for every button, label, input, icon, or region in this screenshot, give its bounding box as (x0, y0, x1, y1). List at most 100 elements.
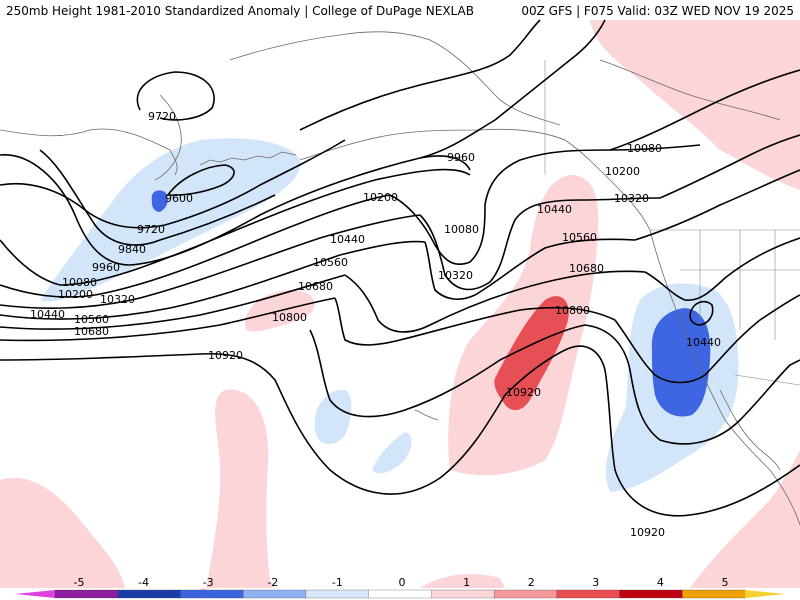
anomaly-pos-south-b (0, 477, 125, 588)
contour-10920-east (504, 345, 800, 517)
map-title: 250mb Height 1981-2010 Standardized Anom… (6, 4, 474, 18)
colorbar-segment (556, 589, 621, 599)
contour-label: 10680 (569, 262, 604, 275)
contour-9600 (166, 164, 235, 196)
colorbar-segment (54, 589, 119, 599)
coast-hudson (599, 59, 781, 121)
contour-9840 (39, 149, 276, 246)
colorbar-segment (117, 589, 182, 599)
colorbar-tick-label: -2 (267, 576, 278, 589)
contour-label: 10680 (74, 325, 109, 338)
contour-label: 10560 (74, 313, 109, 326)
colorbar-tick-label: 4 (657, 576, 664, 589)
colorbar-tick-label: 2 (528, 576, 535, 589)
colorbar-segment (368, 589, 433, 599)
anomaly-neg-blob-a (314, 389, 352, 445)
contour-label: 10440 (686, 336, 721, 349)
contour-label: 9720 (137, 223, 165, 236)
contour-label: 10320 (100, 293, 135, 306)
coast-westus (664, 279, 800, 526)
contour-main-east-1 (299, 19, 541, 131)
contour-9720 (0, 139, 346, 229)
contour-label: 10200 (605, 165, 640, 178)
contour-label: 10920 (630, 526, 665, 539)
anomaly-pos-bottom-strip (420, 574, 505, 588)
colorbar-tick-label: -5 (74, 576, 85, 589)
contour-ridge-2 (334, 297, 616, 346)
colorbar-tick-label: 0 (399, 576, 406, 589)
colorbar-segment (243, 589, 307, 599)
anomaly-neg-blob-b (372, 432, 412, 474)
colorbar-tick-label: 1 (463, 576, 470, 589)
contour-10680-west (0, 297, 336, 342)
contour-9720-north (136, 71, 215, 121)
anomaly-pos-northeast (590, 20, 800, 190)
contour-label: 10800 (272, 311, 307, 324)
contour-label: 10080 (62, 276, 97, 289)
height-contours (0, 19, 800, 517)
colorbar-right-triangle (745, 590, 785, 598)
contour-east-2 (659, 134, 800, 199)
contour-label: 10560 (313, 256, 348, 269)
anomaly-neg2-westcoast (651, 308, 711, 417)
coast-kamchatka (154, 94, 182, 181)
anomaly-pos2-central (494, 296, 569, 411)
contour-labels: 9720 9600 9720 9840 9960 10080 10200 103… (30, 110, 721, 539)
contour-label: 10440 (330, 233, 365, 246)
colorbar-segment (180, 589, 244, 599)
colorbar-segments (54, 589, 746, 599)
anomaly-shading (0, 20, 800, 600)
contour-main-east-2 (419, 19, 606, 159)
coast-baja (719, 389, 781, 471)
colorbar-segment (619, 589, 683, 599)
contour-label: 10920 (506, 386, 541, 399)
contour-trough-2 (419, 197, 661, 291)
contour-label: 9960 (92, 261, 120, 274)
contour-trough-3 (424, 238, 636, 300)
contour-10560-west (0, 274, 346, 330)
anomaly-neg-northpacific (40, 138, 301, 302)
contour-label: 10200 (363, 191, 398, 204)
contour-label: 10800 (555, 304, 590, 317)
colorbar-segment (493, 589, 558, 599)
anomaly-pos-south-a (200, 389, 275, 600)
contour-10320-west (0, 214, 421, 309)
contour-label: 10320 (438, 269, 473, 282)
contour-label: 10560 (562, 231, 597, 244)
contour-east-3 (634, 169, 800, 241)
colorbar-segment (305, 589, 370, 599)
colorbar: -5 -4 -3 -2 -1 0 1 2 3 4 5 (15, 576, 785, 599)
contour-label: 10080 (444, 223, 479, 236)
contour-east-5 (614, 294, 800, 384)
contour-label: 10920 (208, 349, 243, 362)
contour-ridge-1 (344, 270, 646, 333)
colorbar-tick-label: 5 (722, 576, 729, 589)
contour-10080-west (0, 168, 471, 286)
contour-east-4 (644, 237, 800, 301)
contour-10920-west (0, 352, 506, 495)
contour-label: 9960 (447, 151, 475, 164)
contour-label: 10440 (537, 203, 572, 216)
contour-10800-center (309, 324, 800, 445)
colorbar-tick-label: -3 (203, 576, 214, 589)
coast-hawaii (414, 409, 439, 421)
contour-label: 10080 (627, 142, 662, 155)
contour-label: 10320 (614, 192, 649, 205)
model-valid-time: 00Z GFS | F075 Valid: 03Z WED NOV 19 202… (521, 4, 794, 18)
contour-label: 10440 (30, 308, 65, 321)
border-mexico (734, 374, 800, 386)
contour-label: 10200 (58, 288, 93, 301)
colorbar-ticks: -5 -4 -3 -2 -1 0 1 2 3 4 5 (74, 576, 729, 589)
coast-bc (564, 139, 666, 281)
colorbar-segment (431, 589, 495, 599)
contour-label: 9600 (165, 192, 193, 205)
contour-label: 9840 (118, 243, 146, 256)
contour-10200-west (0, 194, 391, 298)
contour-east-1 (609, 69, 800, 151)
coastlines (0, 31, 800, 526)
colorbar-tick-label: 3 (592, 576, 599, 589)
anomaly-pos-central (448, 175, 599, 476)
contour-low-inner (689, 300, 714, 326)
